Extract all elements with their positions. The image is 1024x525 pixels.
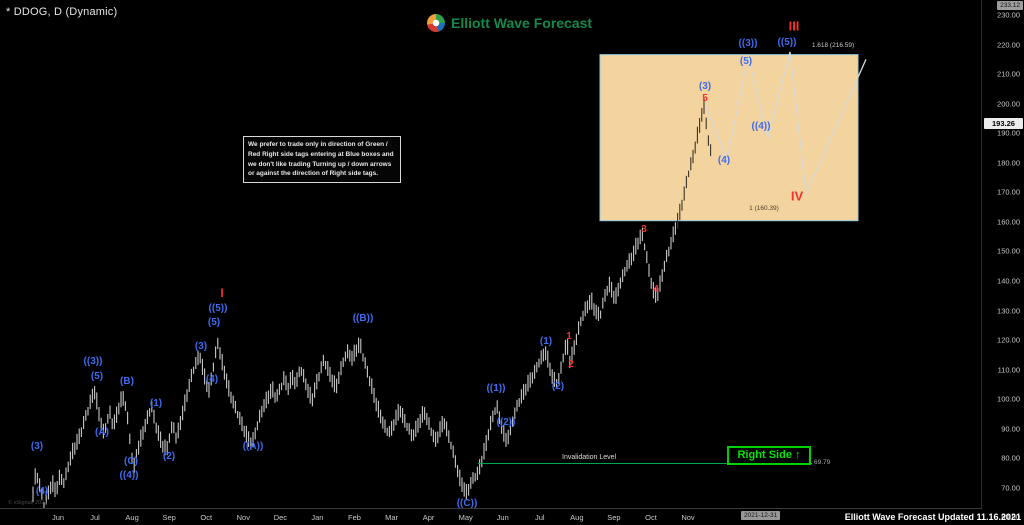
price-tick-label: 220.00 (997, 40, 1020, 50)
up-arrow-icon: ↑ (794, 449, 801, 461)
wave-label: ((4)) (119, 470, 139, 481)
wave-label: ((3)) (738, 38, 758, 49)
wave-label: (5) (739, 56, 753, 67)
wave-label: ((3)) (83, 356, 103, 367)
wave-label: ((A)) (242, 441, 264, 452)
date-badge: 2021-12-31 (741, 511, 781, 520)
time-axis-label: Sep (162, 513, 176, 522)
time-axis-label: Feb (348, 513, 361, 522)
projection-path (705, 51, 867, 197)
time-axis-label: Mar (385, 513, 398, 522)
time-axis-label: Jul (534, 513, 545, 522)
wave-label: (1) (149, 398, 163, 409)
right-side-tag[interactable]: Right Side ↑ (727, 446, 811, 465)
price-tick-label: 70.00 (1001, 483, 1020, 493)
time-axis-label: Oct (200, 513, 213, 522)
wave-label: 1.618 (216.59) (811, 41, 855, 49)
trade-note-box: We prefer to trade only in direction of … (243, 136, 401, 183)
price-tick-label: 130.00 (997, 306, 1020, 316)
wave-label: ((B)) (352, 313, 374, 324)
time-axis-label: Dec (273, 513, 288, 522)
price-tick-label: 210.00 (997, 69, 1020, 79)
wave-label: ((C)) (456, 498, 478, 509)
brand-logo: Elliott Wave Forecast (427, 14, 592, 32)
price-tick-label: 120.00 (997, 335, 1020, 345)
wave-label: 1 (160.39) (749, 204, 779, 212)
time-axis-label: Jan (311, 513, 324, 522)
wave-label: 3 (641, 224, 647, 235)
wave-label: (3) (194, 341, 208, 352)
wave-label: (5) (207, 317, 221, 328)
time-axis-label: Nov (681, 513, 695, 522)
wave-label: (1) (539, 336, 553, 347)
price-tick-label: 200.00 (997, 99, 1020, 109)
wave-label: ((1)) (486, 383, 506, 394)
time-axis-label: Jun (51, 513, 65, 522)
wave-label: 2 (568, 359, 574, 370)
time-axis-label: Aug (570, 513, 584, 522)
wave-label: (3) (30, 441, 44, 452)
footer-credit: Elliott Wave Forecast Updated 11.16.2021 (844, 512, 1021, 522)
wave-label: III (788, 18, 800, 34)
wave-label: (4) (35, 486, 49, 497)
target-blue-box (599, 54, 859, 222)
wave-label: (B) (120, 376, 134, 387)
symbol-title: * DDOG, D (Dynamic) (6, 6, 118, 18)
price-tick-label: 100.00 (997, 394, 1020, 404)
brand-name: Elliott Wave Forecast (451, 15, 593, 31)
wave-label: (4) (205, 374, 219, 385)
brand-globe-icon (427, 14, 445, 32)
time-axis-label: Sep (607, 513, 621, 522)
price-tick-label: 150.00 (997, 246, 1020, 256)
wave-label: (3) (698, 81, 712, 92)
wave-label: (C) (124, 456, 138, 467)
session-high-badge: 233.12 (997, 1, 1023, 10)
price-tick-label: 110.00 (997, 365, 1020, 375)
time-axis-label: Jun (496, 513, 509, 522)
wave-label: (2) (551, 381, 565, 392)
current-price-badge: 193.26 (984, 117, 1023, 129)
price-tick-label: 140.00 (997, 276, 1020, 286)
price-axis[interactable]: 233.12 193.26 230.00 220.00 210.00 200.00 19… (981, 0, 1024, 525)
candlestick-series (32, 98, 712, 510)
invalidation-value: 69.79 (814, 459, 831, 466)
esignal-copyright: © eSignal, 2021 (8, 500, 48, 506)
wave-label: (A) (95, 427, 109, 438)
price-tick-label: 180.00 (997, 158, 1020, 168)
wave-label: ((2)) (496, 417, 516, 428)
wave-label: 4 (653, 284, 659, 295)
wave-label: I (220, 286, 224, 300)
chart-canvas (32, 51, 867, 510)
price-tick-label: 90.00 (1001, 424, 1020, 434)
price-tick-label: 230.00 (997, 10, 1020, 20)
price-tick-label: 160.00 (997, 217, 1020, 227)
time-axis-label: Apr (422, 513, 435, 522)
time-axis-label: Oct (645, 513, 657, 522)
time-axis-label: May (458, 513, 473, 522)
wave-label: ((4)) (751, 121, 771, 132)
wave-label: (4) (717, 155, 731, 166)
invalidation-label: Invalidation Level (562, 454, 617, 461)
wave-label: IV (790, 188, 804, 204)
price-tick-label: 190.00 (997, 128, 1020, 138)
chart-layer: Invalidation Level 69.79 Right Side ↑ We… (8, 18, 855, 523)
wave-label: ((5)) (777, 37, 797, 48)
price-tick-label: 60.00 (1001, 512, 1020, 522)
wave-label: ((5)) (208, 303, 228, 314)
time-axis-label: Aug (125, 513, 139, 522)
wave-label: (2) (162, 451, 176, 462)
price-tick-label: 170.00 (997, 187, 1020, 197)
wave-label: 1 (566, 331, 572, 342)
wave-label: (5) (90, 371, 104, 382)
right-side-label: Right Side (737, 449, 792, 461)
price-tick-label: 80.00 (1001, 453, 1020, 463)
time-axis-label: Nov (236, 513, 250, 522)
wave-label: 5 (702, 93, 708, 104)
invalidation-line (478, 463, 812, 464)
time-axis[interactable]: 2021-12-31 Jun Jul Aug Sep Oct Nov Dec Jan Feb Ma… (0, 508, 982, 525)
time-axis-label: Jul (90, 513, 100, 522)
